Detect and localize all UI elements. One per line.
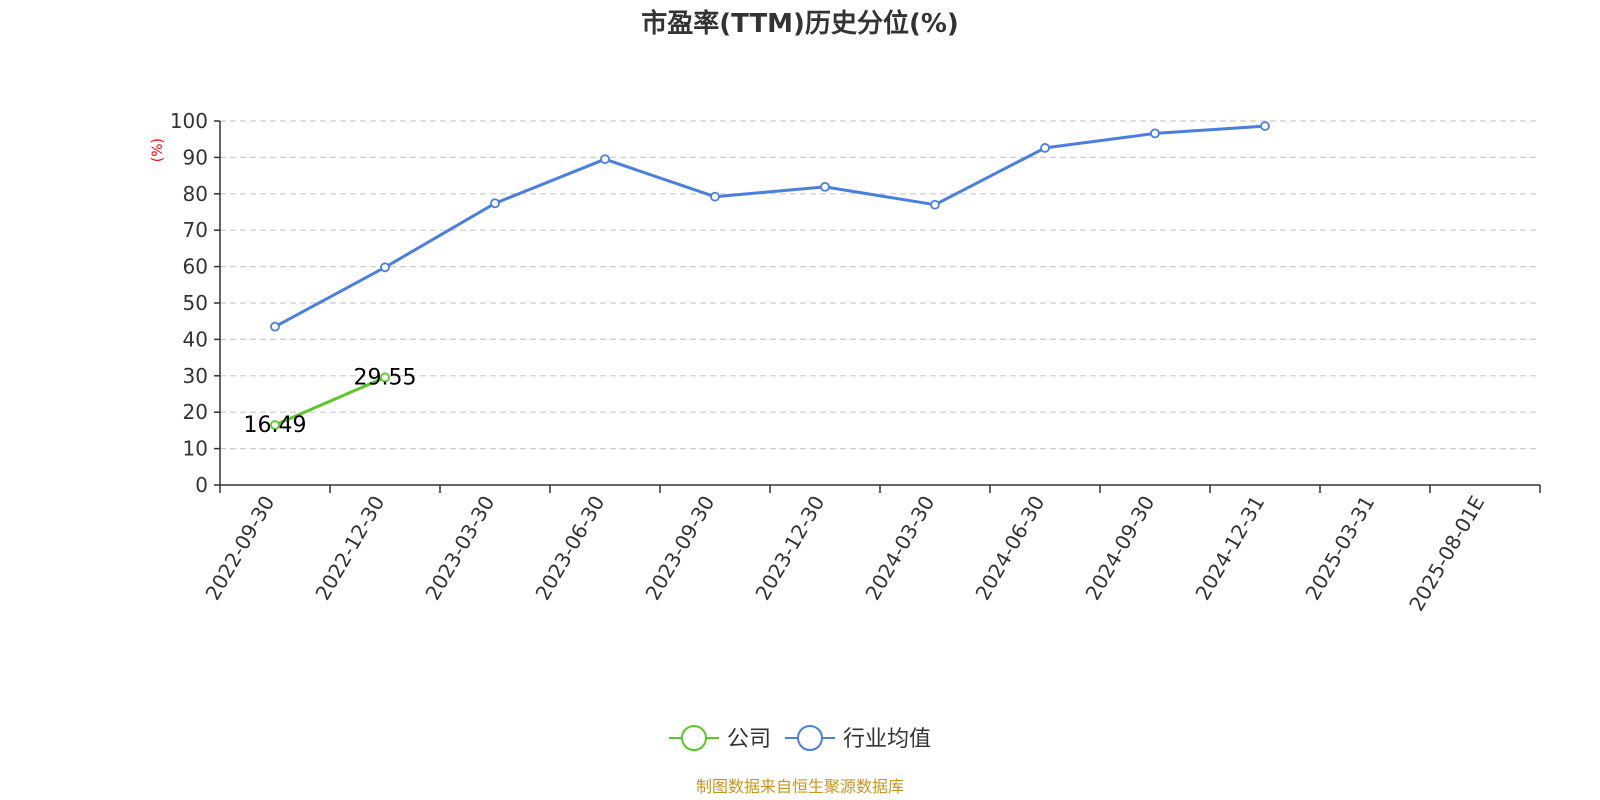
y-axis-label: (%) — [150, 138, 166, 162]
data-point — [930, 199, 940, 210]
x-tick-label: 2025-08-01E — [1404, 492, 1489, 616]
y-tick-label: 10 — [183, 437, 208, 461]
data-label: 29.55 — [354, 365, 417, 390]
x-tick-label: 2022-12-30 — [310, 492, 389, 605]
x-tick-label: 2023-03-30 — [420, 492, 499, 605]
data-point — [600, 154, 610, 165]
data-point — [270, 321, 280, 332]
legend: 公司 行业均值 — [669, 725, 931, 752]
y-tick-label: 90 — [183, 145, 208, 169]
data-point — [490, 198, 500, 209]
y-tick-label: 30 — [183, 364, 208, 388]
x-tick-label: 2024-06-30 — [970, 492, 1049, 605]
data-point — [1040, 143, 1050, 153]
y-tick-label: 70 — [183, 218, 208, 242]
legend-item-1: 行业均值 — [785, 725, 931, 752]
legend-marker — [681, 725, 707, 751]
y-tick-label: 40 — [183, 327, 208, 351]
data-point — [270, 420, 280, 430]
data-point — [820, 181, 830, 192]
data-labels: 16.49 29.55 — [244, 365, 417, 438]
series-line-0 — [274, 376, 386, 427]
x-tick-label: 2024-03-30 — [860, 492, 939, 605]
axes: 0 10 20 30 40 50 60 70 80 90 100 2022-09-30 2022-12-… — [170, 109, 1541, 616]
data-point — [710, 191, 720, 202]
data-point — [380, 262, 390, 273]
legend-label: 公司 — [727, 727, 771, 752]
y-tick-label: 50 — [183, 291, 208, 315]
data-point — [1260, 121, 1270, 131]
x-tick-label: 2024-12-31 — [1190, 492, 1269, 605]
data-point — [1150, 128, 1160, 139]
x-tick-label: 2022-09-30 — [200, 492, 279, 605]
grid-lines — [220, 120, 1540, 450]
legend-label: 行业均值 — [843, 727, 931, 752]
x-tick-label: 2025-03-31 — [1300, 492, 1379, 605]
y-tick-label: 80 — [183, 182, 208, 206]
y-tick-label: 100 — [170, 109, 208, 133]
legend-marker — [797, 725, 823, 751]
x-tick-label: 2023-09-30 — [640, 492, 719, 605]
chart-title: 市盈率(TTM)历史分位(%) — [641, 8, 959, 39]
series-line-1 — [274, 124, 1266, 329]
x-tick-label: 2023-12-30 — [750, 492, 829, 605]
y-tick-label: 60 — [183, 255, 208, 279]
y-tick-label: 20 — [183, 400, 208, 424]
data-label: 16.49 — [244, 413, 307, 438]
series-layer — [270, 121, 1270, 430]
legend-item-0: 公司 — [669, 725, 771, 752]
data-point — [380, 372, 390, 383]
source-note: 制图数据来自恒生聚源数据库 — [696, 777, 904, 796]
x-tick-label: 2024-09-30 — [1080, 492, 1159, 605]
x-tick-label: 2023-06-30 — [530, 492, 609, 605]
y-tick-label: 0 — [195, 473, 208, 497]
